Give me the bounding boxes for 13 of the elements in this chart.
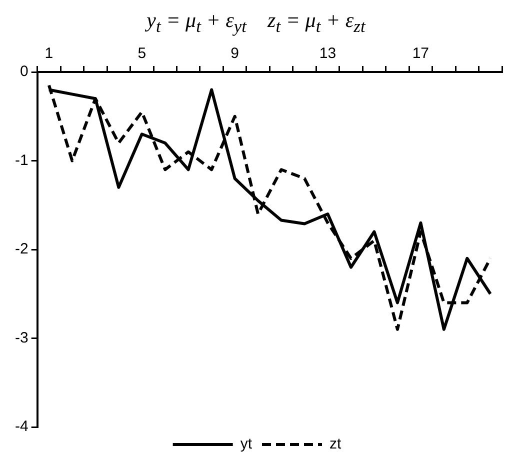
x-tick-label: 5 (138, 45, 146, 62)
x-tick-label: 9 (230, 45, 239, 62)
y-tick-label: -3 (14, 329, 28, 346)
x-tick-label: 13 (319, 45, 336, 62)
y-tick-label: -1 (14, 152, 28, 169)
x-tick-label: 17 (412, 45, 430, 62)
legend-label: zt (330, 436, 342, 453)
x-tick-label: 1 (44, 45, 54, 62)
legend-label: yt (240, 436, 253, 453)
chart-title: y$_{t}$ = μ$_{t}$ + ε$_{yt}$ z$_{t}$ = μ$_{t}$ + ε$_{zt}$ (146, 8, 366, 36)
y-tick-label: -4 (14, 418, 28, 436)
y-tick-label: 0 (20, 63, 28, 80)
y-tick-label: -2 (14, 240, 28, 258)
